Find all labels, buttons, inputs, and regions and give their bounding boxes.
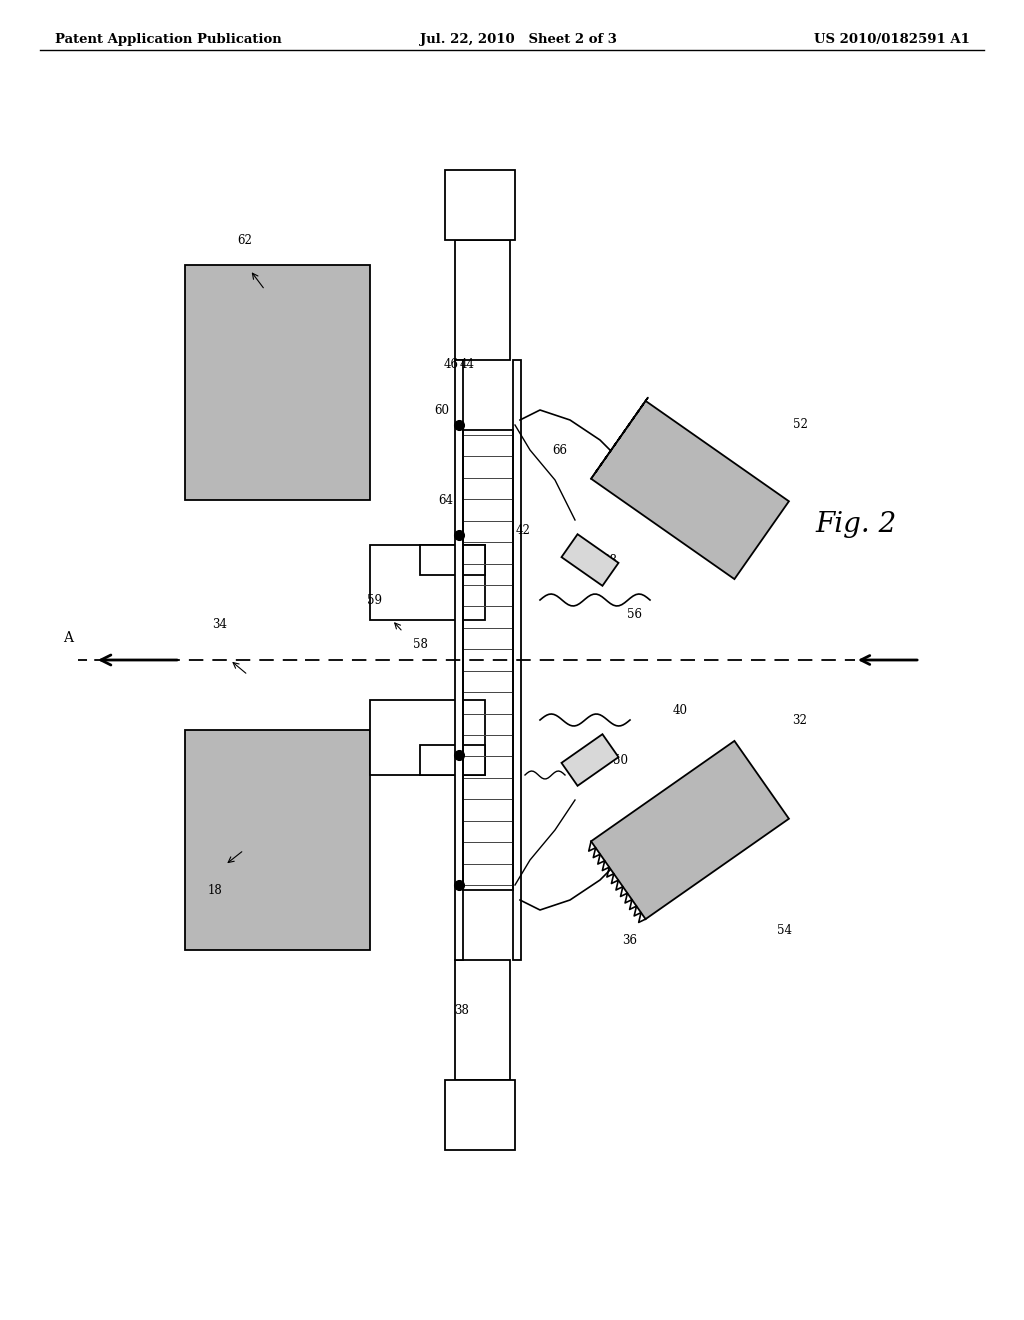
Text: 50: 50 [612,754,628,767]
Bar [445,1080,515,1150]
Bar [420,545,485,576]
Bar [445,170,515,240]
Bar [463,430,513,890]
Text: 36: 36 [623,933,638,946]
Bar [455,960,510,1080]
Text: Jul. 22, 2010   Sheet 2 of 3: Jul. 22, 2010 Sheet 2 of 3 [420,33,616,46]
Text: 59: 59 [368,594,383,606]
Text: Patent Application Publication: Patent Application Publication [55,33,282,46]
Text: 42: 42 [515,524,530,536]
Text: US 2010/0182591 A1: US 2010/0182591 A1 [814,33,970,46]
Text: 60: 60 [434,404,450,417]
Text: 46: 46 [443,359,459,371]
Text: 58: 58 [413,639,427,652]
Text: 38: 38 [455,1003,469,1016]
Text: 32: 32 [793,714,808,726]
Text: 62: 62 [238,234,253,247]
Text: 44: 44 [460,359,474,371]
Bar [455,240,510,360]
Bar [370,545,485,620]
Text: 34: 34 [213,619,227,631]
Polygon shape [561,734,618,785]
Bar [185,265,370,500]
Text: 56: 56 [628,609,642,622]
Bar [513,360,521,960]
Text: 18: 18 [208,883,222,896]
Text: 54: 54 [777,924,793,936]
Polygon shape [591,741,788,919]
Text: 48: 48 [602,553,617,566]
Text: 52: 52 [793,418,808,432]
Bar [370,700,485,775]
Text: A: A [63,631,73,645]
Polygon shape [591,401,788,579]
Bar [420,744,485,775]
Polygon shape [561,535,618,586]
Text: Fig. 2: Fig. 2 [815,511,896,539]
Text: 64: 64 [438,494,454,507]
Text: 40: 40 [673,704,687,717]
Bar [455,360,463,960]
Bar [185,730,370,950]
Text: 66: 66 [553,444,567,457]
